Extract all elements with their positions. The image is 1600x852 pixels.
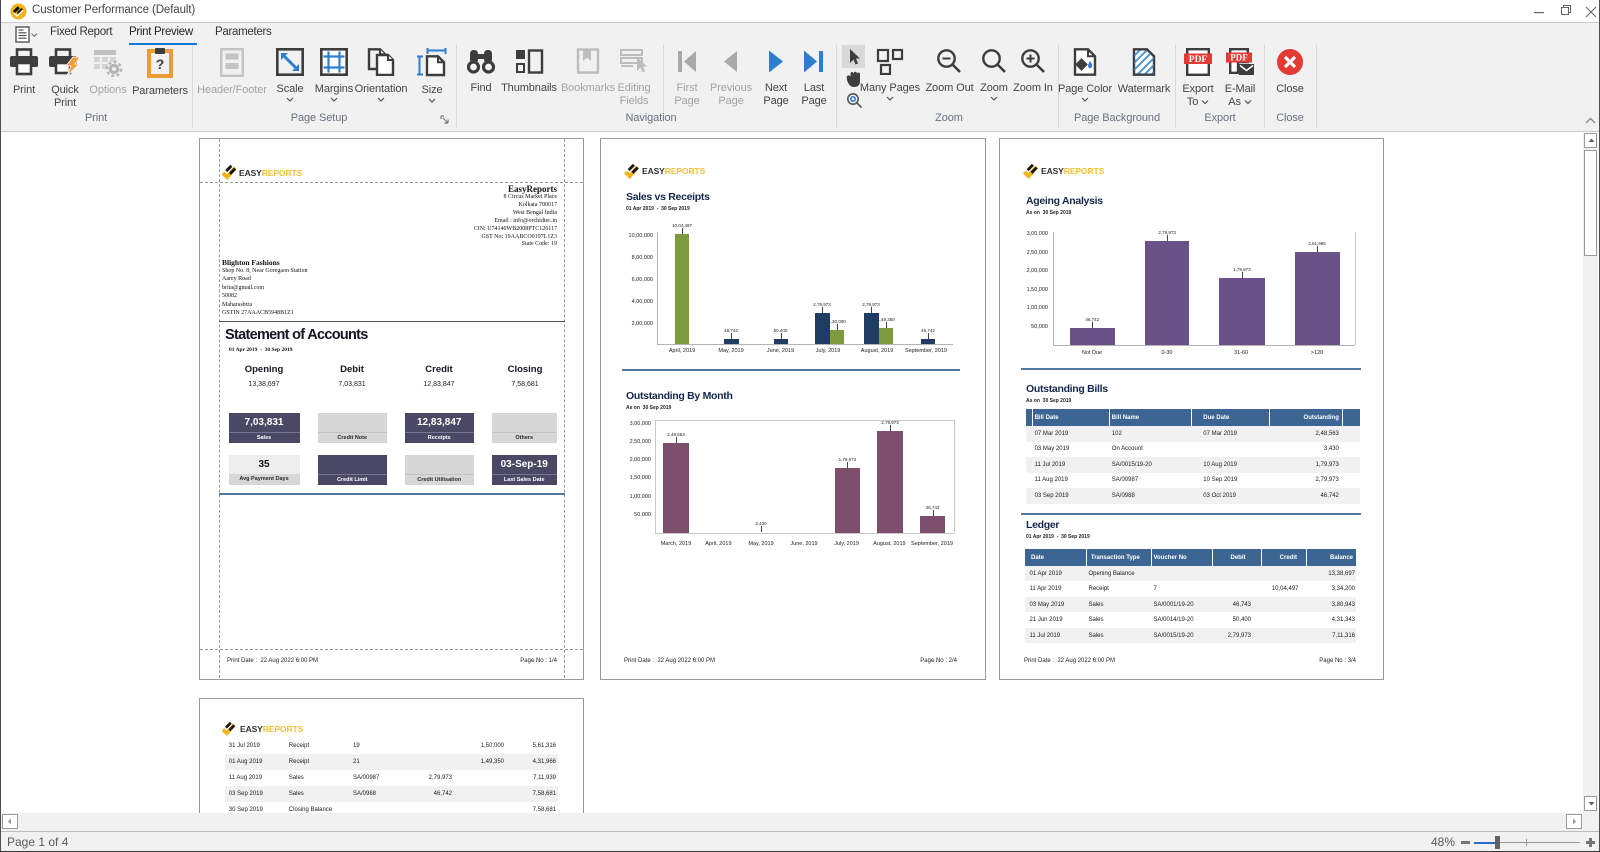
svg-text:PDF: PDF [1189, 55, 1208, 65]
svg-text:?: ? [156, 56, 165, 72]
svg-text:PDF: PDF [1230, 53, 1248, 63]
